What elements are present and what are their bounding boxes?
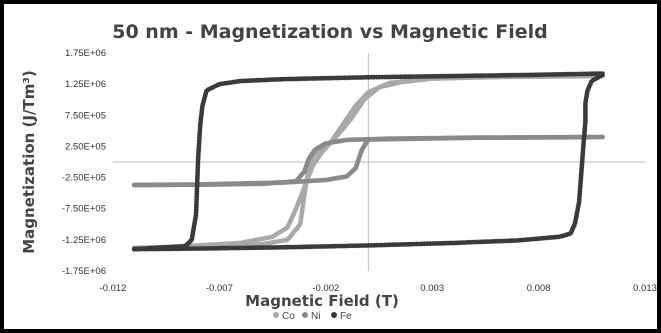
chart-svg: 50 nm - Magnetization vs Magnetic Field … [20,21,657,322]
x-axis-ticks: -0.012 -0.007 -0.002 0.003 0.008 0.013 [100,283,657,294]
y-tick-label: -1.25E+06 [62,235,106,246]
x-tick-label: 0.008 [527,283,551,294]
y-axis-title: Magnetization (J/Tm³) [20,70,38,254]
legend-marker-ni [302,312,308,318]
y-tick-label: -2.50E+05 [62,173,106,184]
legend: Co Ni Fe [273,311,352,322]
plot-area [131,71,605,252]
y-tick-label: 1.75E+06 [65,48,106,59]
y-axis-ticks: 1.75E+06 1.25E+06 7.50E+05 2.50E+05 -2.50E+0… [62,48,106,277]
x-tick-label: -0.012 [100,283,127,294]
x-tick-label: 0.013 [633,283,657,294]
chart-frame: 50 nm - Magnetization vs Magnetic Field … [4,4,657,329]
y-tick-label: -1.75E+06 [62,266,106,277]
legend-marker-co [273,312,279,318]
y-tick-label: 1.25E+06 [65,79,106,90]
series-fe [131,71,605,252]
chart-title: 50 nm - Magnetization vs Magnetic Field [112,21,548,43]
x-tick-label: -0.007 [206,283,233,294]
axes [113,53,645,271]
data-point-ni [131,182,137,188]
legend-label-ni: Ni [311,311,320,322]
legend-marker-fe [331,312,337,318]
data-point-fe [131,246,137,252]
y-tick-label: 2.50E+05 [65,141,106,152]
legend-label-co: Co [282,311,295,322]
y-tick-label: -7.50E+05 [62,204,106,215]
legend-label-fe: Fe [340,311,352,322]
x-tick-label: -0.002 [312,283,339,294]
x-axis-title: Magnetic Field (T) [245,292,399,310]
x-tick-label: 0.003 [420,283,444,294]
series-ni [131,134,605,188]
y-tick-label: 7.50E+05 [65,110,106,121]
